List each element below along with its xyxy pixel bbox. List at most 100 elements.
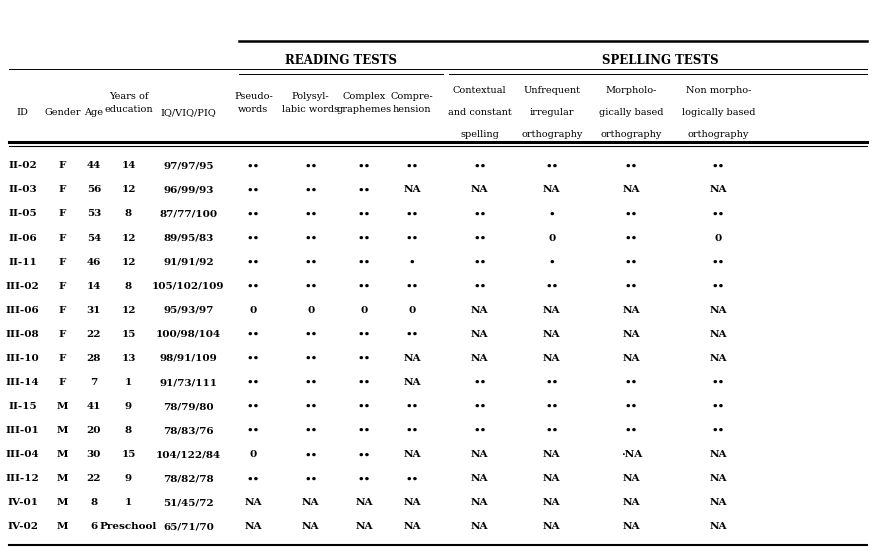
- Text: NA: NA: [471, 354, 489, 363]
- Text: ••: ••: [358, 378, 371, 387]
- Text: NA: NA: [543, 498, 560, 507]
- Text: Compre-: Compre-: [391, 92, 434, 101]
- Text: F: F: [59, 354, 66, 363]
- Text: II-05: II-05: [9, 209, 37, 218]
- Text: 30: 30: [87, 450, 101, 459]
- Text: ••: ••: [304, 209, 318, 218]
- Text: IV-01: IV-01: [7, 498, 38, 507]
- Text: NA: NA: [404, 354, 421, 363]
- Text: •: •: [549, 258, 555, 267]
- Text: Complex: Complex: [342, 92, 386, 101]
- Text: NA: NA: [471, 474, 489, 483]
- Text: 91/73/111: 91/73/111: [159, 378, 218, 387]
- Text: NA: NA: [471, 498, 489, 507]
- Text: ••: ••: [247, 161, 260, 170]
- Text: ••: ••: [358, 426, 371, 435]
- Text: 1: 1: [125, 498, 132, 507]
- Text: NA: NA: [623, 354, 641, 363]
- Text: ••: ••: [712, 426, 725, 435]
- Text: II-06: II-06: [8, 234, 37, 242]
- Text: 105/102/109: 105/102/109: [152, 282, 225, 291]
- Text: 12: 12: [121, 234, 135, 242]
- Text: 8: 8: [125, 426, 132, 435]
- Text: 87/77/100: 87/77/100: [159, 209, 218, 218]
- Text: ••: ••: [247, 354, 260, 363]
- Text: NA: NA: [623, 522, 641, 531]
- Text: ••: ••: [712, 258, 725, 267]
- Text: ••: ••: [304, 185, 318, 194]
- Text: NA: NA: [710, 474, 727, 483]
- Text: 9: 9: [125, 402, 132, 411]
- Text: ••: ••: [358, 474, 371, 483]
- Text: orthography: orthography: [601, 130, 662, 139]
- Text: 46: 46: [87, 258, 101, 267]
- Text: 95/93/97: 95/93/97: [163, 306, 213, 315]
- Text: ••: ••: [545, 426, 558, 435]
- Text: IV-02: IV-02: [7, 522, 38, 531]
- Text: ••: ••: [358, 209, 371, 218]
- Text: 14: 14: [121, 161, 135, 170]
- Text: ••: ••: [358, 330, 371, 339]
- Text: NA: NA: [471, 522, 489, 531]
- Text: •: •: [549, 209, 555, 218]
- Text: 78/82/78: 78/82/78: [163, 474, 213, 483]
- Text: hension: hension: [393, 105, 431, 114]
- Text: II-02: II-02: [8, 161, 37, 170]
- Text: Contextual: Contextual: [453, 86, 506, 95]
- Text: NA: NA: [710, 306, 727, 315]
- Text: ••: ••: [625, 426, 638, 435]
- Text: ••: ••: [405, 474, 419, 483]
- Text: NA: NA: [244, 498, 262, 507]
- Text: NA: NA: [302, 522, 319, 531]
- Text: NA: NA: [404, 498, 421, 507]
- Text: ••: ••: [405, 161, 419, 170]
- Text: 15: 15: [121, 330, 135, 339]
- Text: NA: NA: [710, 522, 727, 531]
- Text: NA: NA: [471, 450, 489, 459]
- Text: 91/91/92: 91/91/92: [163, 258, 213, 267]
- Text: ••: ••: [358, 161, 371, 170]
- Text: 0: 0: [307, 306, 314, 315]
- Text: F: F: [59, 330, 66, 339]
- Text: SPELLING TESTS: SPELLING TESTS: [603, 54, 719, 67]
- Text: gically based: gically based: [599, 108, 664, 117]
- Text: 8: 8: [125, 209, 132, 218]
- Text: 22: 22: [87, 474, 101, 483]
- Text: 8: 8: [90, 498, 97, 507]
- Text: 0: 0: [409, 306, 416, 315]
- Text: F: F: [59, 161, 66, 170]
- Text: ••: ••: [247, 282, 260, 291]
- Text: 14: 14: [87, 282, 101, 291]
- Text: ••: ••: [625, 161, 638, 170]
- Text: Non morpho-: Non morpho-: [686, 86, 751, 95]
- Text: NA: NA: [710, 354, 727, 363]
- Text: ••: ••: [405, 330, 419, 339]
- Text: labic words: labic words: [282, 105, 339, 114]
- Text: orthography: orthography: [521, 130, 582, 139]
- Text: ••: ••: [358, 185, 371, 194]
- Text: 12: 12: [121, 258, 135, 267]
- Text: 104/122/84: 104/122/84: [156, 450, 221, 459]
- Text: ••: ••: [304, 282, 318, 291]
- Text: ••: ••: [304, 234, 318, 242]
- Text: III-06: III-06: [6, 306, 40, 315]
- Text: ••: ••: [304, 450, 318, 459]
- Text: ••: ••: [473, 426, 487, 435]
- Text: NA: NA: [356, 522, 373, 531]
- Text: Preschool: Preschool: [100, 522, 158, 531]
- Text: ••: ••: [358, 234, 371, 242]
- Text: NA: NA: [471, 330, 489, 339]
- Text: Pseudo-: Pseudo-: [234, 92, 273, 101]
- Text: NA: NA: [404, 185, 421, 194]
- Text: IQ/VIQ/PIQ: IQ/VIQ/PIQ: [160, 108, 216, 117]
- Text: 12: 12: [121, 306, 135, 315]
- Text: ••: ••: [304, 161, 318, 170]
- Text: F: F: [59, 306, 66, 315]
- Text: 98/91/109: 98/91/109: [159, 354, 217, 363]
- Text: ••: ••: [473, 161, 487, 170]
- Text: ••: ••: [304, 378, 318, 387]
- Text: M: M: [57, 426, 68, 435]
- Text: ••: ••: [304, 330, 318, 339]
- Text: ••: ••: [712, 282, 725, 291]
- Text: ••: ••: [473, 378, 487, 387]
